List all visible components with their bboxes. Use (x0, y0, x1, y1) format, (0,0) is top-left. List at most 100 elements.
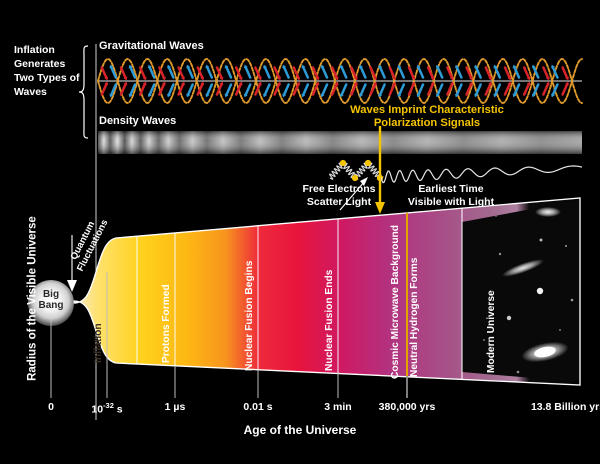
polarization-arrow-red (522, 83, 530, 96)
polarization-arrow-blue (263, 83, 271, 96)
polarization-arrow-blue (225, 83, 233, 96)
polarization-arrowhead (301, 93, 306, 98)
x-tick-label: 0.01 s (243, 401, 273, 413)
wave-group-label: Inflation Generates Two Types of Waves (14, 44, 80, 98)
polarization-arrow-blue (148, 66, 156, 79)
polarization-arrow-red (465, 83, 473, 96)
polarization-arrowhead (224, 64, 229, 69)
polarization-arrowhead (339, 93, 344, 98)
polarization-arrowhead (315, 76, 320, 81)
cone-outline (73, 197, 581, 386)
polarization-arrow-blue (321, 66, 329, 79)
polarization-arrowhead (282, 93, 287, 98)
polarization-arrow-blue (129, 66, 137, 79)
polarization-arrowhead (186, 64, 191, 69)
polarization-arrow-blue (359, 83, 367, 96)
polarization-arrowhead (435, 93, 440, 98)
polarization-arrowhead (435, 64, 440, 69)
polarization-arrowhead (128, 93, 133, 98)
polarization-arrowhead (454, 64, 459, 69)
polarization-arrowhead (224, 93, 229, 98)
density-wave-band (98, 131, 582, 154)
polarization-arrowhead (493, 93, 498, 98)
polarization-arrowhead (430, 81, 435, 86)
polarization-arrow-red (561, 83, 569, 96)
polarization-arrow-red (177, 66, 185, 79)
density-waves-caption: Density Waves (99, 115, 177, 127)
polarization-arrow-red (522, 66, 530, 79)
polarization-arrowhead (397, 93, 402, 98)
polarization-arrowhead (104, 81, 109, 86)
polarization-arrowhead (238, 76, 243, 81)
polarization-arrow-blue (455, 66, 463, 79)
polarization-arrow-blue (302, 66, 310, 79)
polarization-arrow-red (407, 83, 415, 96)
polarization-arrowhead (416, 93, 421, 98)
polarization-arrow-blue (398, 66, 406, 79)
polarization-arrowhead (128, 64, 133, 69)
polarization-arrow-red (350, 83, 358, 96)
polarization-arrow-blue (110, 66, 118, 79)
polarization-arrowhead (334, 81, 339, 86)
polarization-arrowhead (109, 93, 114, 98)
polarization-arrow-red (215, 83, 223, 96)
polarization-arrow-blue (282, 66, 290, 79)
polarization-arrows (100, 64, 570, 98)
polarization-arrow-red (234, 66, 242, 79)
era-label-protons-formed: Protons Formed (161, 284, 172, 363)
polarization-arrowhead (550, 64, 555, 69)
polarization-arrow-red (196, 66, 204, 79)
polarization-arrowhead (147, 64, 152, 69)
polarization-arrow-blue (378, 66, 386, 79)
polarization-arrowhead (526, 81, 531, 86)
polarization-arrow-blue (129, 83, 137, 96)
polarization-arrowhead (166, 64, 171, 69)
polarization-arrowhead (301, 64, 306, 69)
polarization-arrowhead (512, 64, 517, 69)
polarization-arrowhead (200, 76, 205, 81)
polarization-arrowhead (531, 64, 536, 69)
polarization-arrow-red (138, 83, 146, 96)
polarization-arrow-blue (513, 66, 521, 79)
polarization-arrow-blue (340, 83, 348, 96)
polarization-arrow-blue (359, 66, 367, 79)
polarization-arrow-red (215, 66, 223, 79)
electron-dot (351, 174, 359, 182)
polarization-arrowhead (512, 93, 517, 98)
wave-group-bracket (78, 45, 89, 139)
polarization-arrowhead (488, 81, 493, 86)
polarization-arrow-blue (417, 83, 425, 96)
polarization-arrow-blue (455, 83, 463, 96)
polarization-arrow-blue (474, 83, 482, 96)
polarization-arrow-red (484, 83, 492, 96)
polarization-arrowhead (296, 81, 301, 86)
polarization-arrowhead (411, 81, 416, 86)
polarization-arrow-red (158, 83, 166, 96)
polarization-arrow-blue (532, 66, 540, 79)
polarization-arrowhead (161, 81, 166, 86)
polarization-arrow-red (100, 66, 108, 79)
polarization-arrow-red (234, 83, 242, 96)
polarization-arrow-red (503, 83, 511, 96)
polarization-arrow-blue (148, 83, 156, 96)
polarization-arrow-red (561, 66, 569, 79)
polarization-arrowhead (282, 64, 287, 69)
polarization-arrowhead (353, 76, 358, 81)
polarization-arrowhead (392, 76, 397, 81)
polarization-arrowhead (161, 76, 166, 81)
polarization-arrowhead (469, 81, 474, 86)
polarization-arrowhead (142, 76, 147, 81)
polarization-arrowhead (166, 93, 171, 98)
polarization-arrowhead (219, 81, 224, 86)
era-label-inflation: Inflation (93, 323, 104, 363)
quantum-fluctuations-pointer (67, 235, 77, 292)
polarization-arrowhead (315, 81, 320, 86)
polarization-arrow-red (484, 66, 492, 79)
polarization-arrow-blue (551, 83, 559, 96)
polarization-arrow-blue (263, 66, 271, 79)
polarization-arrow-blue (436, 83, 444, 96)
polarization-arrow-blue (282, 83, 290, 96)
polarization-arrowhead (238, 81, 243, 86)
polarization-arrow-blue (110, 83, 118, 96)
polarization-arrow-blue (244, 83, 252, 96)
